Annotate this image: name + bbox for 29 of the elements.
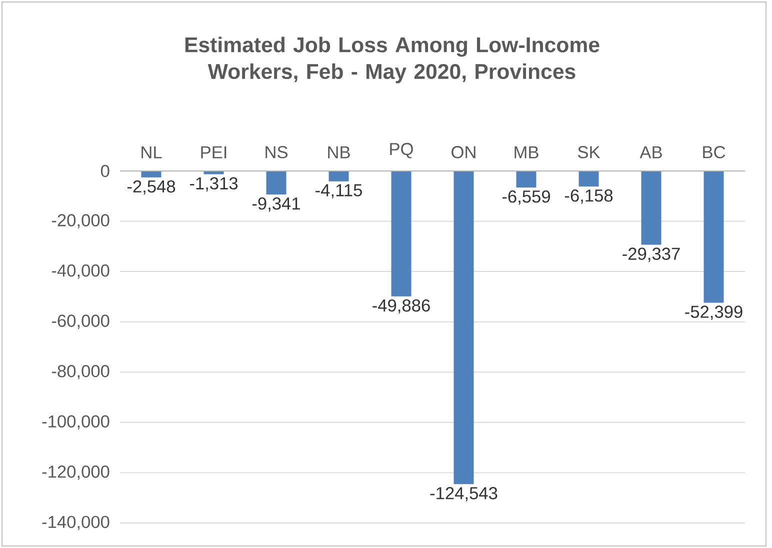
x-tick-label: SK [578,146,600,158]
data-label: -29,337 [622,248,680,262]
x-tick-label: NL [142,146,162,158]
data-label: -9,341 [252,197,300,212]
data-label: -2,548 [127,180,176,195]
data-label: -6,559 [502,190,550,205]
y-tick-label: -20,000 [52,214,110,228]
y-tick-label: 0 [100,164,110,178]
x-tick-label: PQ [390,142,413,158]
x-tick-label: PEI [201,146,226,158]
data-label: -52,399 [685,306,742,320]
y-tick-label: -100,000 [42,415,110,430]
y-tick-label: -60,000 [52,314,110,330]
y-tick-label: -140,000 [42,516,110,530]
x-tick-label: ON [452,146,476,158]
x-tick-label: BC [703,146,726,158]
data-label: -6,158 [564,189,613,204]
data-label: -4,115 [316,184,362,198]
y-tick-label: -120,000 [42,466,110,480]
data-label: -49,886 [372,299,430,314]
x-tick-label: NS [266,146,288,158]
y-tick-label: -40,000 [52,264,110,279]
y-tick-label: -80,000 [52,364,110,380]
data-label: -1,313 [190,177,238,192]
x-tick-label: NB [328,146,350,158]
x-tick-label: MB [514,146,538,158]
chart-title: Estimated Job Loss Among Low-Income Workers, Feb - May 2020, Provinces [185,36,600,84]
data-label: -124,543 [430,487,498,502]
x-tick-label: AB [640,146,662,158]
